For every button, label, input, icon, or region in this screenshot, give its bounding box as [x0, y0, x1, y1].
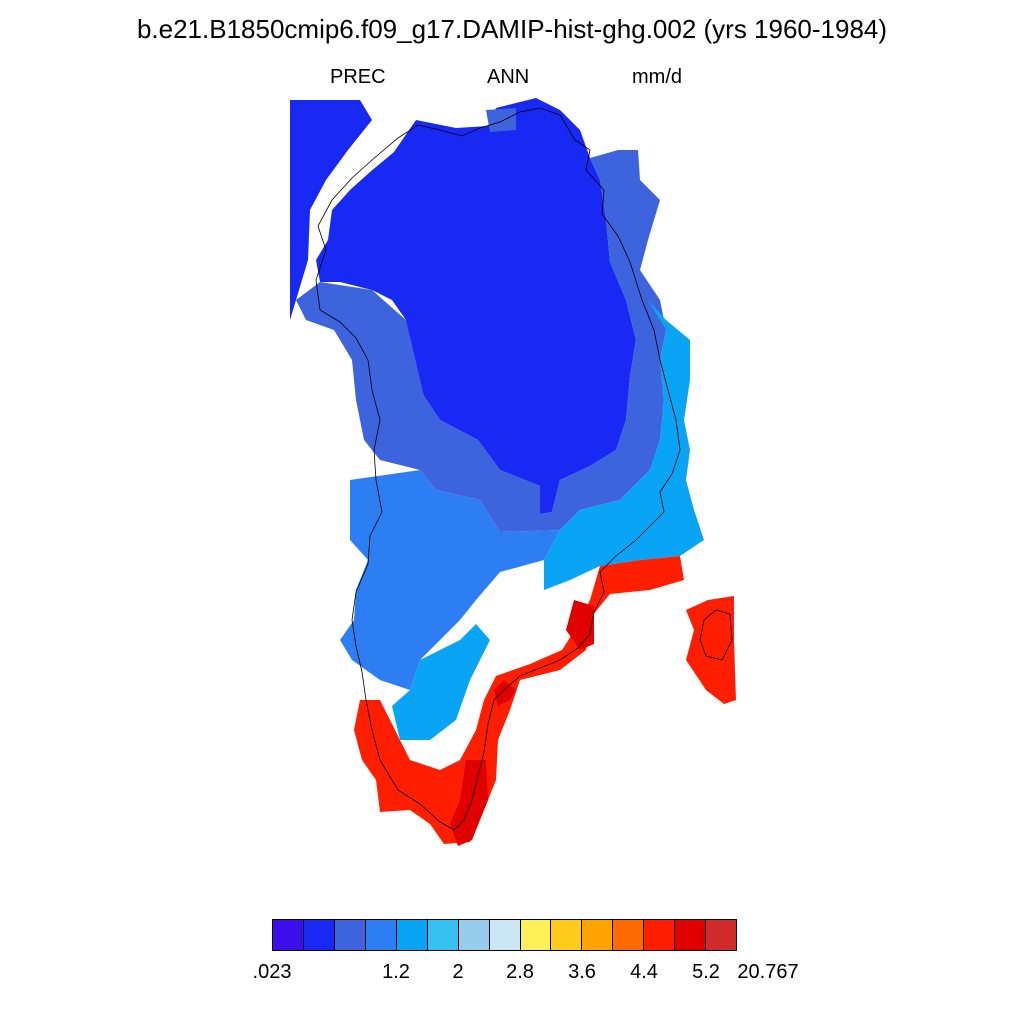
map-zone-southeast-coast	[354, 556, 736, 844]
coastline	[315, 107, 681, 831]
colorbar-box-8	[520, 920, 552, 950]
map-zone-southwest-slope	[340, 470, 560, 690]
colorbar-label: 4.4	[630, 961, 658, 983]
map-zone-east-margin	[392, 300, 704, 740]
colorbar-box-1	[303, 920, 335, 950]
map-zone-central-plateau	[290, 98, 636, 514]
colorbar-label: 2	[452, 961, 464, 983]
colorbar-box-9	[551, 920, 583, 950]
colorbar-box-13	[675, 920, 707, 950]
colorbar-box-6	[458, 920, 490, 950]
colorbar-label: 3.6	[568, 961, 596, 983]
map-zone-southern-tip	[450, 600, 594, 846]
colorbar-box-10	[582, 920, 614, 950]
colorbar-box-5	[427, 920, 459, 950]
colorbar-label: 20.767	[737, 961, 799, 983]
colorbar-box-11	[613, 920, 645, 950]
colorbar-box-3	[365, 920, 397, 950]
colorbar-box-2	[334, 920, 366, 950]
units-label: mm/d	[632, 66, 682, 88]
season-label: ANN	[487, 66, 530, 88]
colorbar-label: .023	[252, 961, 292, 983]
colorbar-box-0	[273, 920, 304, 950]
colorbar-label: 1.2	[382, 961, 410, 983]
colorbar-box-4	[396, 920, 428, 950]
colorbar-box-14	[706, 920, 737, 950]
variable-label: PREC	[330, 66, 386, 88]
colorbar-label: 5.2	[692, 961, 720, 983]
map-zone-west-slope	[296, 108, 666, 532]
plot-title: b.e21.B1850cmip6.f09_g17.DAMIP-hist-ghg.…	[136, 14, 888, 44]
colorbar-box-12	[644, 920, 676, 950]
colorbar	[272, 919, 737, 951]
colorbar-label: 2.8	[506, 961, 534, 983]
colorbar-box-7	[489, 920, 521, 950]
iceland-coastline	[699, 609, 733, 661]
